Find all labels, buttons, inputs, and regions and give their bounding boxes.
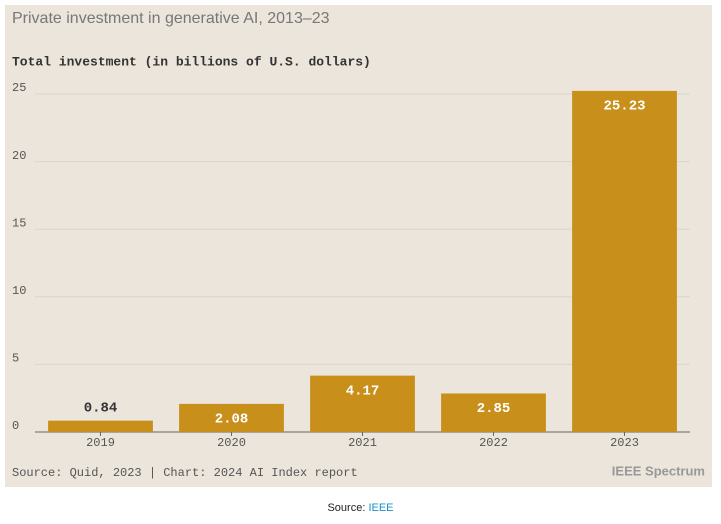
- bar: [572, 90, 677, 433]
- x-tick-label: 2022: [479, 436, 508, 450]
- caption: Source: IEEE: [0, 502, 721, 514]
- y-tick-label: 5: [12, 352, 19, 366]
- caption-label: Source:: [327, 502, 366, 514]
- value-label: 2.85: [477, 401, 511, 417]
- bar: [179, 403, 284, 432]
- value-label: 4.17: [346, 383, 380, 399]
- source-note: Source: Quid, 2023 | Chart: 2024 AI Inde…: [12, 466, 358, 480]
- chart-subtitle: Total investment (in billions of U.S. do…: [12, 54, 371, 69]
- x-tick-label: 2020: [217, 436, 246, 450]
- value-label: 0.84: [84, 400, 118, 416]
- x-tick-label: 2021: [348, 436, 377, 450]
- bar: [441, 393, 546, 432]
- brand-logo: IEEE Spectrum: [612, 463, 705, 478]
- caption-link[interactable]: IEEE: [368, 502, 394, 514]
- x-tick-label: 2019: [86, 436, 115, 450]
- y-tick-label: 20: [12, 149, 26, 163]
- chart-title: Private investment in generative AI, 201…: [12, 10, 330, 27]
- bar: [310, 375, 415, 432]
- y-tick-label: 10: [12, 284, 26, 298]
- value-label: 2.08: [215, 412, 249, 428]
- value-label: 25.23: [603, 99, 645, 115]
- y-tick-label: 25: [12, 81, 26, 95]
- y-tick-label: 0: [12, 419, 19, 433]
- y-tick-label: 15: [12, 216, 26, 230]
- bar: [48, 420, 153, 432]
- chart: Private investment in generative AI, 201…: [5, 5, 712, 487]
- x-tick-label: 2023: [610, 436, 639, 450]
